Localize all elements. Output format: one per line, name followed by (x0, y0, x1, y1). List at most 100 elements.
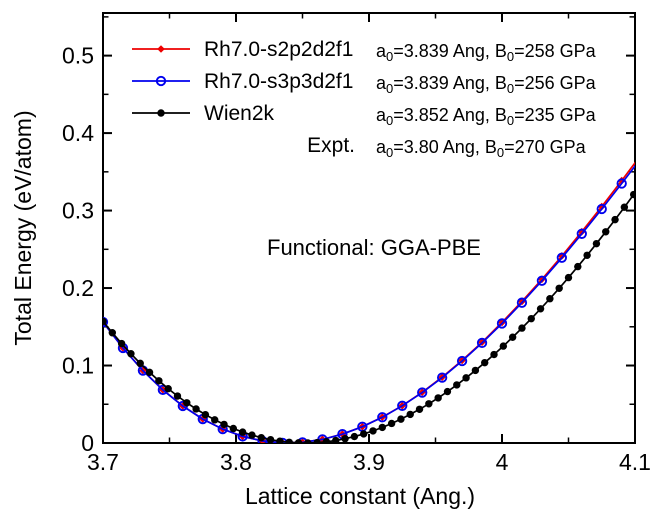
legend-annotation-rh-s3p3d2f1: a0=3.839 Ang, B0=256 GPa (376, 73, 597, 96)
legend-sample-Wien2k (132, 109, 190, 117)
open-circle-marker (516, 297, 528, 308)
legend-annotation-wien2k: a0=3.852 Ang, B0=235 GPa (376, 105, 597, 128)
y-tick-label: 0.4 (62, 120, 94, 146)
diamond-marker (638, 150, 646, 158)
x-tick-label: 3.8 (220, 449, 252, 475)
open-circle-marker (496, 318, 508, 329)
open-circle-marker (536, 275, 548, 286)
filled-circle-marker (136, 359, 144, 368)
filled-circle-marker (117, 339, 126, 348)
filled-circle-marker (462, 374, 470, 382)
legend-sample-Rh7.0-s2p2d2f1 (132, 45, 190, 53)
filled-circle-marker (415, 405, 424, 413)
filled-circle-marker (425, 400, 433, 408)
filled-circle-marker (183, 399, 191, 407)
legend-annotation-rh-s2p2d2f1: a0=3.839 Ang, B0=258 GPa (376, 41, 597, 64)
filled-circle-marker (164, 384, 172, 393)
filled-circle-marker (397, 415, 405, 423)
legend-sample-Rh7.0-s3p3d2f1 (132, 75, 190, 87)
y-tick-label: 0.1 (62, 353, 94, 379)
series-line (103, 164, 635, 443)
x-tick-label: 4.1 (619, 449, 651, 475)
filled-circle-marker (313, 438, 321, 443)
open-circle-marker (596, 203, 607, 215)
filled-circle-marker (285, 438, 293, 443)
filled-circle-marker (602, 228, 610, 236)
filled-circle-marker (443, 387, 452, 396)
open-circle-marker (616, 178, 627, 189)
filled-circle-marker (564, 273, 573, 282)
x-tick-label: 3.7 (87, 449, 119, 475)
filled-circle-marker (620, 203, 629, 211)
legend-marker-samples (132, 45, 190, 117)
open-circle-marker (155, 75, 167, 87)
filled-circle-marker (229, 424, 238, 433)
filled-circle-marker (108, 329, 117, 337)
x-axis-title: Lattice constant (Ang.) (245, 483, 475, 509)
filled-circle-marker (257, 433, 265, 442)
filled-circle-marker (527, 314, 535, 323)
filled-circle-marker (192, 405, 200, 413)
open-circle-marker (556, 252, 567, 263)
filled-circle-marker (546, 295, 554, 303)
filled-circle-marker (145, 368, 154, 377)
filled-circle-marker (574, 262, 582, 271)
filled-circle-marker (304, 439, 312, 443)
filled-circle-marker (266, 435, 275, 443)
y-tick-label: 0 (81, 430, 94, 456)
filled-circle-marker (518, 324, 526, 332)
open-circle-marker (476, 337, 488, 349)
legend-annotation-expt: a0=3.80 Ang, B0=270 GPa (376, 137, 587, 160)
y-axis-title: Total Energy (eV/atom) (10, 110, 36, 345)
filled-circle-marker (248, 431, 256, 439)
filled-circle-marker (127, 350, 135, 358)
legend-label-wien2k: Wien2k (204, 102, 275, 125)
filled-circle-marker (555, 284, 563, 292)
filled-circle-marker (536, 305, 545, 313)
filled-circle-marker (406, 410, 414, 419)
open-circle-marker (377, 412, 388, 423)
legend-label-rh-s3p3d2f1: Rh7.0-s3p3d2f1 (204, 70, 353, 93)
filled-circle-marker (173, 392, 182, 400)
open-circle-marker (436, 372, 448, 383)
filled-circle-marker (155, 377, 163, 385)
series-Wien2k (103, 190, 635, 443)
filled-circle-marker (434, 394, 442, 402)
legend-label-expt: Expt. (307, 134, 355, 157)
axis-tick-labels: 3.7 3.8 3.9 4 4.1 0 0.1 0.2 0.3 0.4 0.5 (62, 43, 651, 475)
filled-circle-marker (583, 251, 591, 259)
filled-circle-marker (322, 438, 331, 443)
open-circle-marker (637, 153, 645, 161)
y-tick-label: 0.3 (62, 198, 94, 224)
filled-circle-marker (611, 215, 619, 224)
x-tick-label: 3.9 (353, 449, 385, 475)
open-circle-marker (456, 355, 468, 367)
diamond-marker (157, 45, 165, 53)
filled-circle-marker (508, 333, 517, 341)
filled-circle-marker (499, 342, 508, 350)
filled-circle-marker (453, 381, 461, 389)
diamond-marker (617, 176, 626, 185)
functional-annotation: Functional: GGA-PBE (267, 235, 481, 260)
series-Rh7.0-s3p3d2f1 (103, 153, 645, 443)
y-tick-label: 0.5 (62, 43, 94, 69)
open-circle-marker (576, 228, 587, 239)
filled-circle-marker (378, 423, 386, 432)
filled-circle-marker (471, 366, 480, 375)
filled-circle-marker (238, 428, 247, 436)
open-circle-marker (397, 400, 408, 411)
filled-circle-marker (211, 416, 219, 424)
filled-circle-marker (332, 436, 340, 443)
filled-circle-marker (592, 239, 601, 248)
filled-circle-marker (341, 435, 349, 443)
filled-circle-marker (276, 437, 284, 443)
open-circle-marker (417, 387, 428, 398)
diamond-marker (597, 202, 606, 211)
filled-circle-marker (103, 317, 107, 326)
filled-circle-marker (220, 420, 228, 429)
y-tick-label: 0.2 (62, 275, 94, 301)
filled-circle-marker (369, 427, 377, 435)
filled-circle-marker (201, 410, 210, 419)
